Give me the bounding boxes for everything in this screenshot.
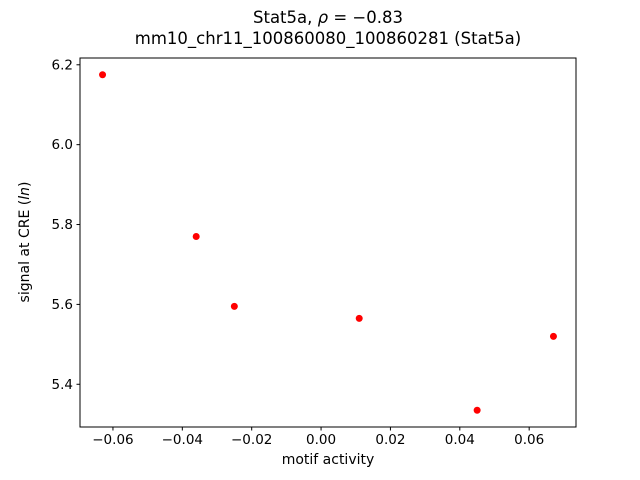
x-tick-label: 0.04 — [445, 432, 475, 448]
data-point — [230, 302, 238, 310]
data-point — [99, 71, 107, 79]
y-tick-label: 5.6 — [52, 297, 73, 313]
y-axis-label: signal at CRE (ln) — [17, 182, 33, 303]
chart-title: Stat5a, ρ = −0.83 — [253, 8, 403, 27]
plot-dynamic-content: −0.06 −0.04 −0.02 0.00 0.02 0.04 0.06 5.4 5.6 5.8… — [52, 57, 557, 448]
x-tick-label: −0.06 — [92, 432, 133, 448]
y-tick-label: 6.2 — [52, 57, 73, 73]
x-tick-label: −0.02 — [231, 432, 272, 448]
x-axis-label: motif activity — [282, 452, 375, 468]
data-point — [192, 233, 200, 241]
y-tick-label: 5.8 — [52, 217, 73, 233]
x-tick-label: 0.00 — [306, 432, 336, 448]
data-point — [355, 314, 363, 322]
y-tick-label: 5.4 — [52, 377, 73, 393]
data-point — [473, 406, 481, 414]
x-tick-label: 0.06 — [514, 432, 544, 448]
x-tick-label: 0.02 — [375, 432, 405, 448]
x-tick-label: −0.04 — [162, 432, 203, 448]
chart-subtitle: mm10_chr11_100860080_100860281 (Stat5a) — [135, 29, 521, 49]
y-tick-label: 6.0 — [52, 137, 73, 153]
axes-frame — [79, 57, 577, 428]
data-point — [549, 332, 557, 340]
